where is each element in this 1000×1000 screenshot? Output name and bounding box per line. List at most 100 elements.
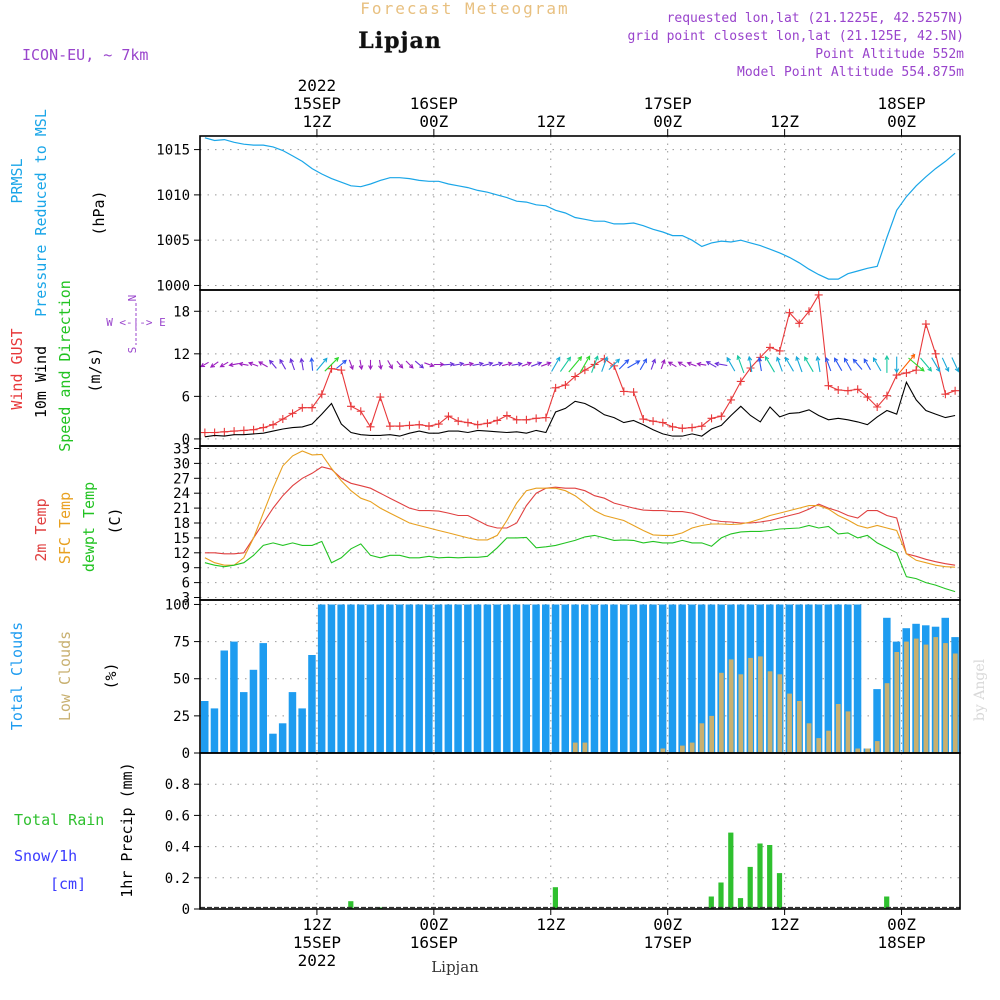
y-tick-label: 0 xyxy=(182,432,190,448)
clouds-unit: (%) xyxy=(102,662,120,689)
y-tick-label: 6 xyxy=(182,576,190,592)
precip-bar xyxy=(552,887,558,909)
wind-direction-arrow xyxy=(804,356,814,373)
low-clouds-label: Low Clouds xyxy=(56,631,74,721)
total-cloud-bar xyxy=(240,692,248,753)
total-cloud-bar xyxy=(415,604,423,753)
gust-point-marker xyxy=(931,349,940,358)
wind-direction-arrow xyxy=(568,356,583,373)
wind-direction-arrow xyxy=(591,355,599,373)
gust-point-marker xyxy=(366,422,375,431)
wind-direction-arrow xyxy=(897,353,916,375)
gust-point-marker xyxy=(473,420,482,429)
total-cloud-bar xyxy=(658,604,667,753)
pressure-unit: (hPa) xyxy=(90,190,108,235)
y-tick-label: 1010 xyxy=(156,188,190,204)
y-tick-label: 15 xyxy=(173,531,190,547)
gust-point-marker xyxy=(804,307,813,316)
gust-point-marker xyxy=(337,366,346,375)
gust-point-marker xyxy=(834,385,843,394)
low-cloud-bar xyxy=(894,652,900,753)
wind-direction-arrow xyxy=(462,361,475,367)
total-cloud-bar xyxy=(201,701,209,753)
total-cloud-bar xyxy=(532,604,540,753)
y-tick-label: 9 xyxy=(182,561,190,577)
time-label-top: 12Z xyxy=(302,112,331,131)
point-altitude: Point Altitude 552m xyxy=(815,47,964,62)
time-label-bottom: 00Z xyxy=(887,915,916,934)
y-tick-label: 27 xyxy=(173,471,190,487)
wind-direction-arrow xyxy=(299,357,305,371)
wind-direction-arrow xyxy=(618,358,630,370)
total-cloud-bar xyxy=(697,604,706,753)
total-cloud-bar xyxy=(639,604,647,753)
total-cloud-bar xyxy=(678,604,686,753)
wind-direction-arrow xyxy=(309,357,315,371)
time-label-top: 00Z xyxy=(653,112,682,131)
gust-point-marker xyxy=(551,383,560,392)
low-cloud-bar xyxy=(943,643,948,753)
gust-point-marker xyxy=(483,419,492,428)
total-cloud-bar xyxy=(814,604,823,753)
precip-unit: 1hr Precip (mm) xyxy=(118,762,136,897)
wind-direction-arrow xyxy=(258,361,268,368)
wind-direction-arrow xyxy=(238,361,249,367)
total-cloud-bar xyxy=(288,692,297,753)
time-label-top: 00Z xyxy=(419,112,448,131)
precip-bar xyxy=(776,873,783,909)
low-cloud-bar xyxy=(923,644,929,753)
total-cloud-bar xyxy=(376,604,384,753)
total-cloud-bar xyxy=(707,604,716,753)
total-cloud-bar xyxy=(230,641,238,753)
wind-direction-arrow xyxy=(289,357,296,371)
gust-point-marker xyxy=(785,308,794,317)
temp-unit: (C) xyxy=(106,507,124,534)
wind-gust-label: Wind GUST xyxy=(8,328,26,409)
time-label-bottom: 16SEP xyxy=(410,933,458,952)
precip-bar xyxy=(348,901,354,909)
time-label-top: 15SEP xyxy=(293,94,341,113)
low-cloud-bar xyxy=(933,637,939,753)
time-label-top: 16SEP xyxy=(410,94,458,113)
y-tick-label: 0 xyxy=(182,746,190,762)
gust-point-marker xyxy=(327,364,336,373)
wind-direction-arrow xyxy=(872,356,882,372)
total-cloud-bar xyxy=(581,604,589,753)
y-tick-label: 50 xyxy=(173,672,190,688)
total-cloud-bar xyxy=(347,604,355,753)
wind-direction-arrow xyxy=(815,355,821,373)
gust-point-marker xyxy=(619,387,628,396)
wind-direction-arrow xyxy=(336,359,347,369)
low-cloud-bar xyxy=(835,704,841,753)
wind-direction-arrow xyxy=(482,361,494,367)
gust-point-marker xyxy=(736,377,745,386)
gust-point-marker xyxy=(541,413,550,422)
total-cloud-bar xyxy=(512,604,521,753)
y-tick-label: 0.2 xyxy=(165,871,190,887)
wind-direction-arrow xyxy=(941,357,950,373)
time-label-top: 12Z xyxy=(536,112,565,131)
low-cloud-bar xyxy=(748,657,753,753)
wind-direction-arrow xyxy=(268,359,277,369)
snow-unit: [cm] xyxy=(50,875,86,893)
y-tick-label: 21 xyxy=(173,501,190,517)
total-cloud-bar xyxy=(259,643,267,753)
time-label-top: 17SEP xyxy=(644,94,692,113)
total-cloud-bar xyxy=(220,650,228,753)
y-tick-label: 33 xyxy=(173,441,190,457)
y-tick-label: 100 xyxy=(165,597,190,613)
time-label-bottom: 12Z xyxy=(536,915,565,934)
wind-direction-arrow xyxy=(747,355,753,373)
wind-direction-arrow xyxy=(736,354,745,374)
gust-point-marker xyxy=(454,417,463,426)
gust-point-marker xyxy=(424,422,433,431)
low-cloud-bar xyxy=(806,723,812,753)
gust-point-marker xyxy=(493,416,502,425)
gust-point-marker xyxy=(376,393,385,402)
bottom-location: Lipjan xyxy=(431,958,479,976)
gust-point-marker xyxy=(668,422,677,431)
wind-direction-arrow xyxy=(601,356,609,372)
total-cloud-bar xyxy=(542,604,550,753)
low-cloud-bar xyxy=(699,723,705,753)
gust-point-marker xyxy=(230,427,239,436)
